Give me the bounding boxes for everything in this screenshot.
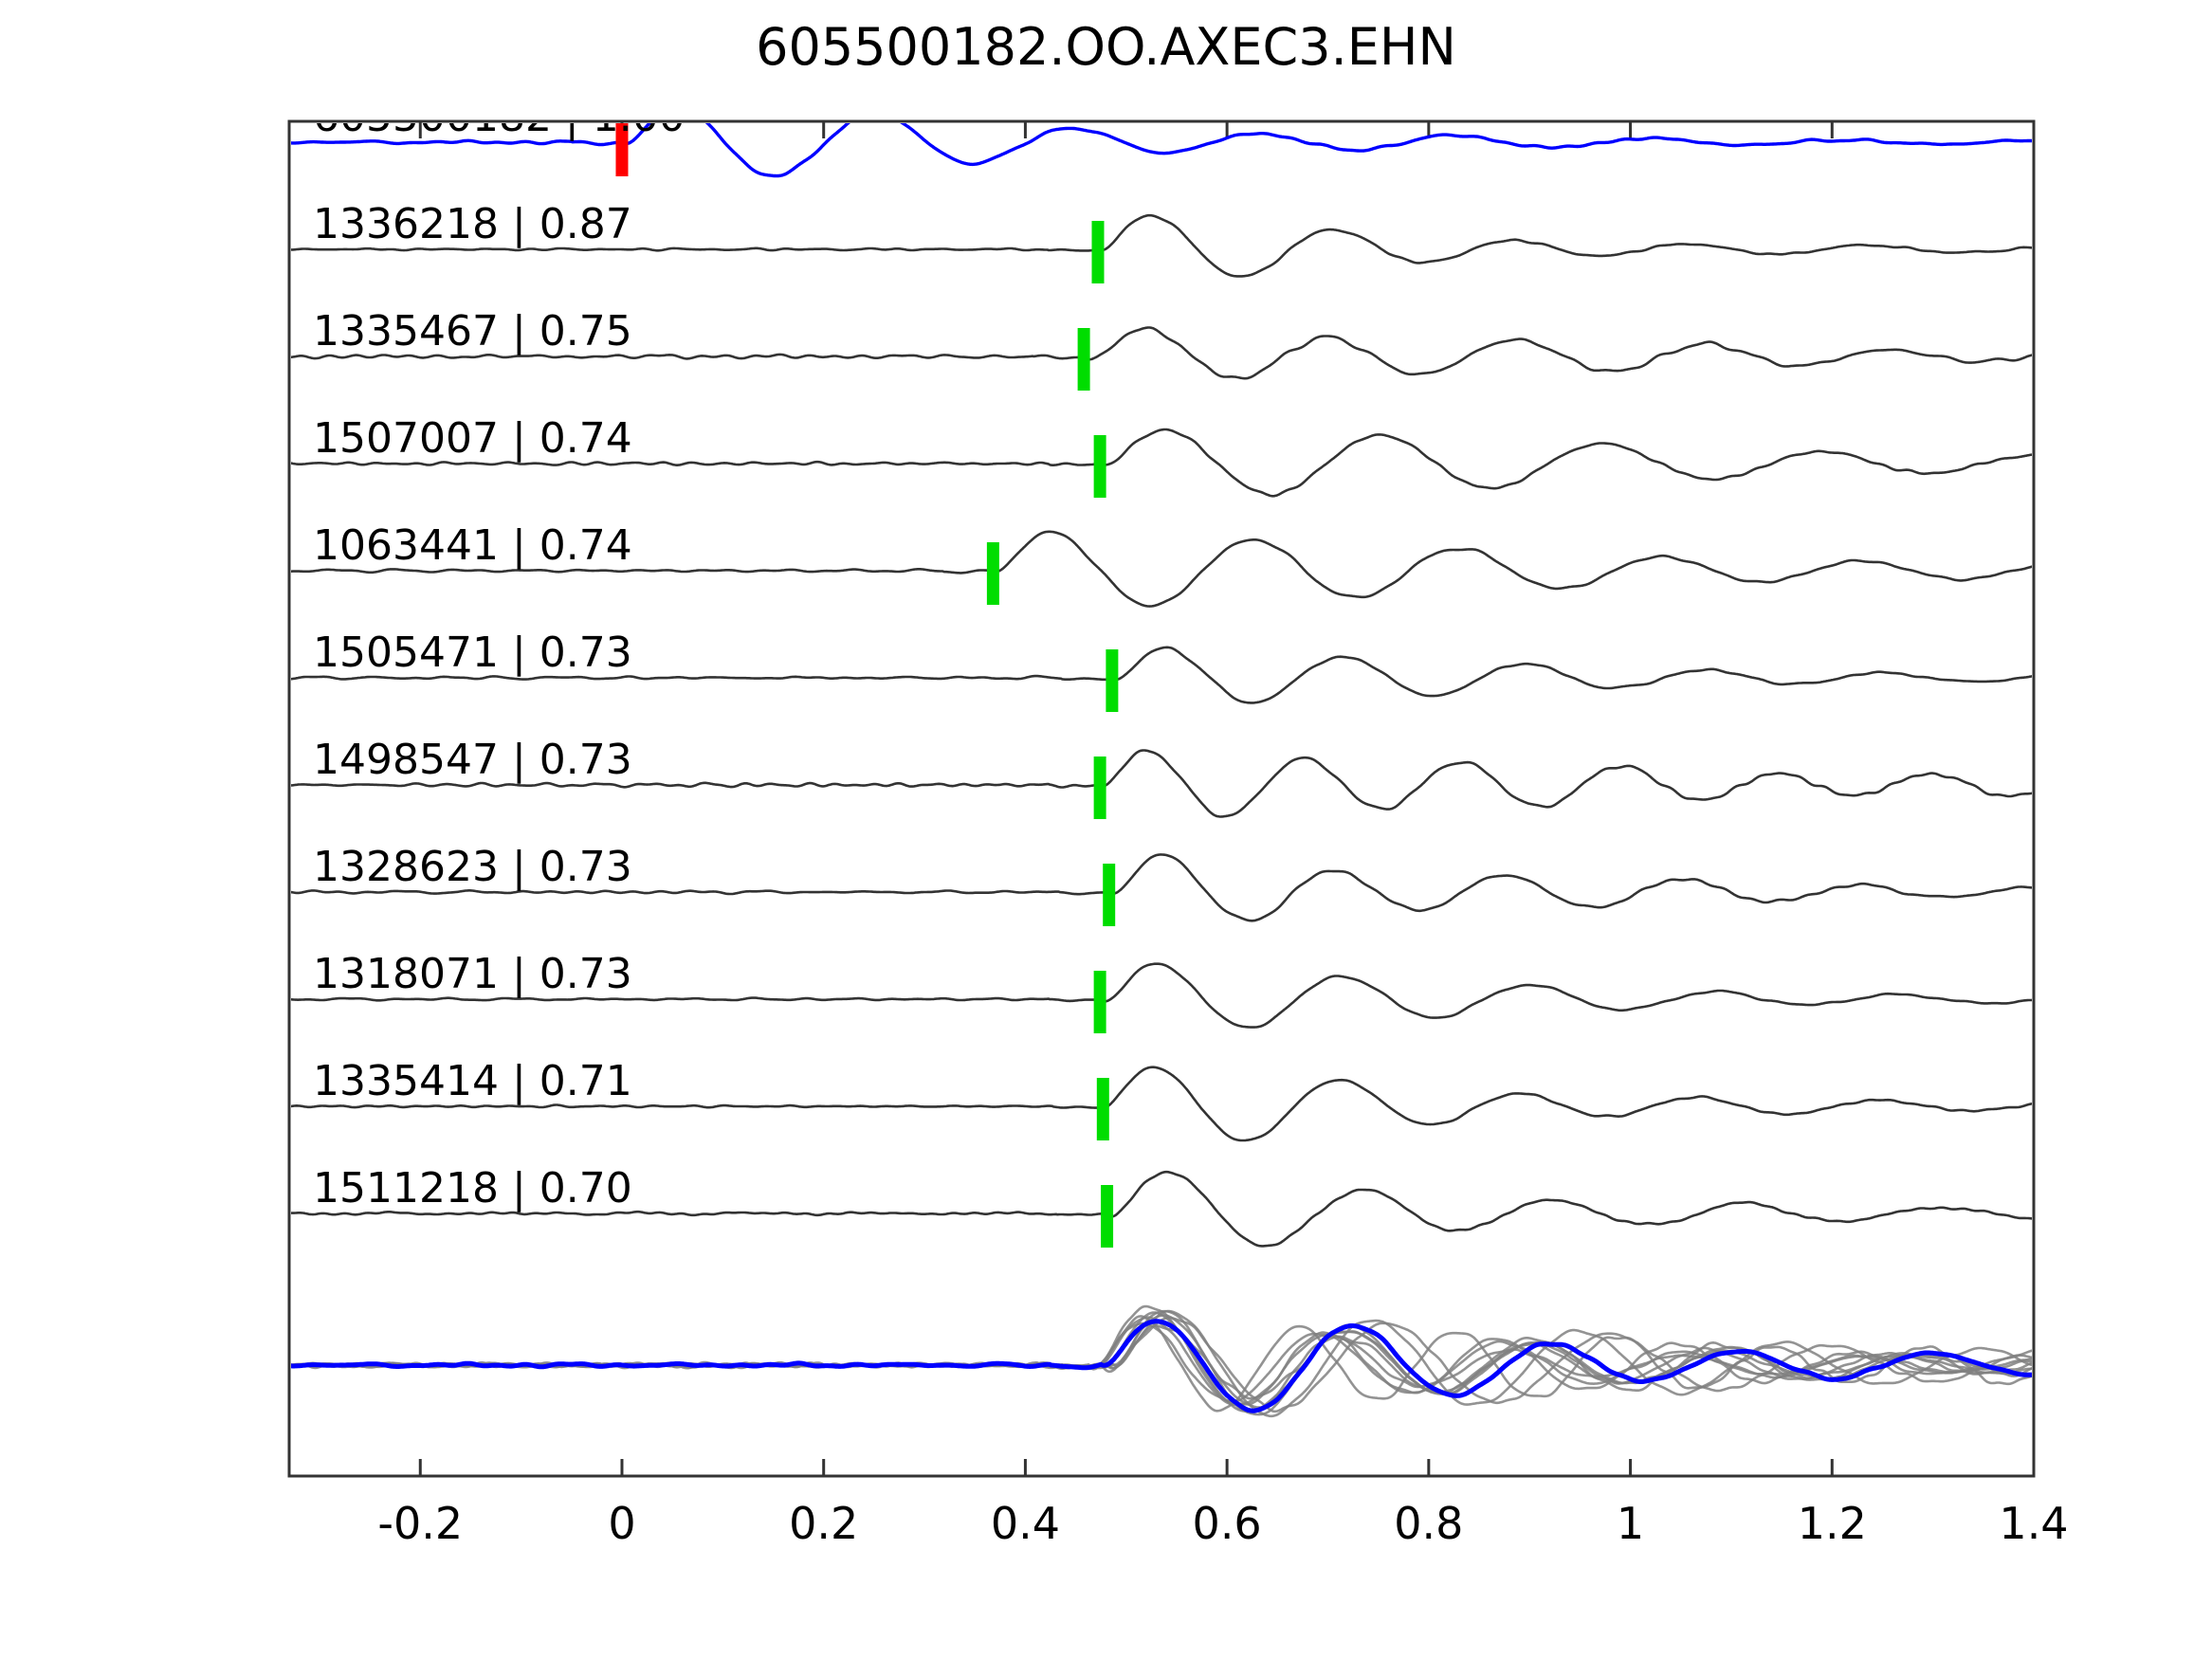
trace-label: 1505471 | 0.73 <box>313 629 632 677</box>
trace-row: 1328623 | 0.73 <box>291 843 2032 926</box>
trace-row: 1511218 | 0.70 <box>291 1164 2032 1248</box>
detection-waveform <box>291 530 2032 608</box>
detection-waveform <box>291 428 2032 498</box>
trace-row: 1505471 | 0.73 <box>291 629 2032 712</box>
trace-label: 1511218 | 0.70 <box>313 1164 632 1212</box>
trace-row: 1498547 | 0.73 <box>291 736 2032 819</box>
trace-row: 1063441 | 0.74 <box>291 521 2032 608</box>
trace-stack: 605500182 | 1.00 1336218 | 0.87 1335467 | … <box>291 93 2032 1248</box>
x-tick-label: 1.2 <box>1798 1498 1867 1549</box>
trace-label: 1328623 | 0.73 <box>313 843 632 891</box>
aligned-stack-panel <box>291 1304 2032 1418</box>
detection-waveform <box>291 326 2032 380</box>
detection-waveform <box>291 646 2032 704</box>
template-waveform <box>291 123 2032 178</box>
x-tick-label: 0.2 <box>789 1498 858 1549</box>
page-title: 605500182.OO.AXEC3.EHN <box>756 17 1456 77</box>
trace-row: 1318071 | 0.73 <box>291 950 2032 1033</box>
detection-waveform <box>291 962 2032 1029</box>
trace-row: 1336218 | 0.87 <box>291 200 2032 283</box>
detection-waveform <box>291 1170 2032 1248</box>
trace-label: 1335414 | 0.71 <box>313 1057 632 1105</box>
plot-frame <box>287 119 2036 1478</box>
x-tick-label: -0.2 <box>377 1498 463 1549</box>
x-tick-label: 1.4 <box>1999 1498 2068 1549</box>
detection-waveform <box>291 749 2032 818</box>
detection-waveform <box>291 1066 2032 1142</box>
trace-label: 1063441 | 0.74 <box>313 521 632 570</box>
detection-waveform <box>291 853 2032 922</box>
trace-label: 605500182 | 1.00 <box>313 93 686 141</box>
detection-waveform <box>291 213 2032 278</box>
trace-row: 605500182 | 1.00 <box>291 93 2032 178</box>
x-tick-label: 0 <box>608 1498 635 1549</box>
trace-label: 1498547 | 0.73 <box>313 736 632 784</box>
trace-label: 1336218 | 0.87 <box>313 200 632 248</box>
trace-row: 1335414 | 0.71 <box>291 1057 2032 1142</box>
stacked-template-trace <box>291 1319 2032 1413</box>
x-axis: -0.2 0 0.2 0.4 0.6 0.8 1 1.2 1.4 <box>377 121 2069 1549</box>
x-tick-label: 0.4 <box>991 1498 1060 1549</box>
trace-label: 1507007 | 0.74 <box>313 414 632 463</box>
x-tick-label: 1 <box>1617 1498 1644 1549</box>
x-tick-label: 0.6 <box>1193 1498 1262 1549</box>
x-tick-label: 0.8 <box>1394 1498 1463 1549</box>
trace-row: 1335467 | 0.75 <box>291 307 2032 391</box>
trace-label: 1318071 | 0.73 <box>313 950 632 998</box>
trace-label: 1335467 | 0.75 <box>313 307 632 356</box>
trace-row: 1507007 | 0.74 <box>291 414 2032 498</box>
